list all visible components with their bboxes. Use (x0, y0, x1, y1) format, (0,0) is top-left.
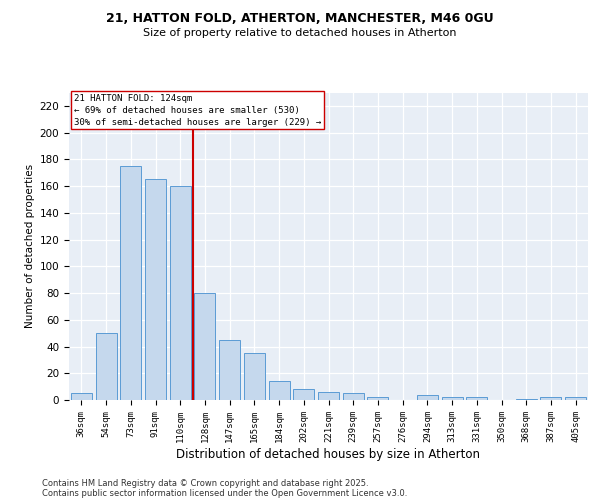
Bar (318, 392, 339, 400)
Text: Size of property relative to detached houses in Atherton: Size of property relative to detached ho… (143, 28, 457, 38)
Bar (170, 186, 191, 400)
Bar (442, 398, 463, 400)
Bar (219, 340, 240, 400)
Bar (466, 398, 487, 400)
Bar (417, 394, 438, 400)
Bar (343, 394, 364, 400)
Bar (269, 382, 290, 400)
Bar (244, 353, 265, 400)
Bar (293, 390, 314, 400)
Bar (194, 293, 215, 400)
Bar (71, 394, 92, 400)
Bar (120, 166, 141, 400)
Bar (367, 398, 388, 400)
Y-axis label: Number of detached properties: Number of detached properties (25, 164, 35, 328)
Bar (565, 398, 586, 400)
Text: Contains public sector information licensed under the Open Government Licence v3: Contains public sector information licen… (42, 488, 407, 498)
Bar (516, 398, 537, 400)
Bar (541, 398, 562, 400)
Bar (145, 180, 166, 400)
Text: 21, HATTON FOLD, ATHERTON, MANCHESTER, M46 0GU: 21, HATTON FOLD, ATHERTON, MANCHESTER, M… (106, 12, 494, 26)
Text: Contains HM Land Registry data © Crown copyright and database right 2025.: Contains HM Land Registry data © Crown c… (42, 478, 368, 488)
Text: 21 HATTON FOLD: 124sqm
← 69% of detached houses are smaller (530)
30% of semi-de: 21 HATTON FOLD: 124sqm ← 69% of detached… (74, 94, 322, 126)
Bar (95, 333, 116, 400)
X-axis label: Distribution of detached houses by size in Atherton: Distribution of detached houses by size … (176, 448, 481, 460)
